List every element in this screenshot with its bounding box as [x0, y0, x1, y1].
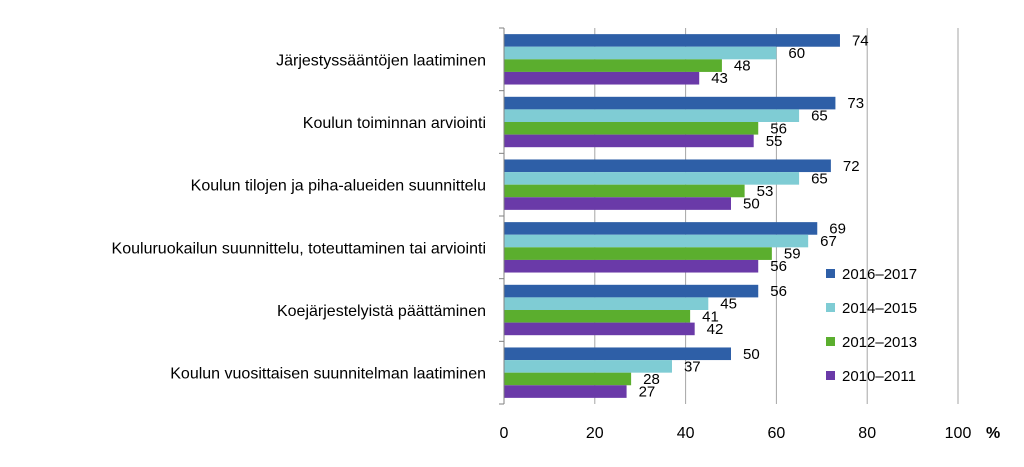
legend-swatch [826, 269, 835, 278]
grid-lines [594, 28, 959, 404]
legend: 2016–2017 2014–2015 2012–2013 2010–2011 [826, 266, 917, 385]
bar [504, 222, 818, 235]
data-label: 56 [770, 283, 787, 300]
bar [504, 184, 745, 198]
data-label: 73 [847, 95, 864, 112]
x-tick-label: 100 [945, 425, 972, 442]
data-label: 50 [743, 346, 760, 363]
category-label: Koulun toiminnan arviointi [303, 115, 486, 132]
data-label: 43 [711, 70, 728, 87]
x-tick-label: 0 [500, 425, 509, 442]
data-label: 56 [770, 258, 787, 275]
data-label: 50 [743, 196, 760, 213]
bar [504, 310, 691, 323]
data-label: 27 [639, 384, 656, 401]
bar [504, 259, 759, 273]
data-label: 45 [720, 296, 737, 313]
data-label: 55 [766, 133, 783, 150]
data-label: 42 [707, 321, 724, 338]
legend-label: 2016–2017 [842, 266, 917, 283]
bar [504, 71, 700, 85]
legend-label: 2010–2011 [842, 368, 916, 385]
bar [504, 297, 709, 310]
bar [504, 385, 627, 398]
bar [504, 172, 800, 185]
category-label: Koulun vuosittaisen suunnitelman laatimi… [170, 366, 486, 383]
bar [504, 109, 800, 122]
x-axis: 0 20 40 60 80 100% [499, 27, 1000, 442]
data-label: 59 [784, 246, 801, 263]
x-tick-label: 60 [768, 425, 786, 442]
data-label: 37 [684, 358, 701, 375]
data-label: 74 [852, 32, 869, 49]
bar [504, 247, 772, 260]
bar [504, 96, 836, 110]
legend-swatch [826, 371, 835, 380]
bar [504, 234, 809, 248]
bar [504, 322, 695, 336]
x-tick-label: 20 [586, 425, 604, 442]
data-label: 48 [734, 58, 751, 75]
bar [504, 197, 731, 210]
data-label: 56 [770, 120, 787, 137]
bar [504, 284, 759, 298]
category-label: Järjestyssääntöjen laatiminen [276, 52, 486, 69]
data-label: 69 [829, 220, 846, 237]
data-label: 67 [820, 233, 837, 250]
legend-swatch [826, 337, 835, 346]
bar [504, 122, 759, 135]
legend-swatch [826, 303, 835, 312]
category-label: Koulun tilojen ja piha-alueiden suunnitt… [191, 178, 486, 195]
bar [504, 159, 831, 173]
bar [504, 59, 722, 72]
legend-label: 2012–2013 [842, 334, 917, 351]
bar [504, 372, 632, 386]
data-label: 65 [811, 108, 828, 125]
data-label: 28 [643, 371, 660, 388]
data-label: 53 [757, 183, 774, 200]
data-label: 60 [788, 45, 805, 62]
x-unit-label: % [986, 425, 1000, 442]
x-tick-label: 80 [858, 425, 876, 442]
bar [504, 360, 672, 373]
bars [504, 34, 840, 398]
category-label: Koejärjestelyistä päättäminen [277, 303, 486, 320]
bar [504, 134, 754, 148]
data-label: 65 [811, 170, 828, 187]
bar [504, 46, 777, 60]
bar [504, 34, 840, 47]
data-label: 41 [702, 308, 719, 325]
category-label: Kouluruokailun suunnittelu, toteuttamine… [112, 240, 486, 257]
data-label: 72 [843, 158, 860, 175]
legend-label: 2014–2015 [842, 300, 917, 317]
labels: 74 60 48 43 Järjestyssääntöjen laatiminen 73 6… [112, 32, 869, 400]
x-tick-label: 40 [677, 425, 695, 442]
bar [504, 347, 731, 361]
